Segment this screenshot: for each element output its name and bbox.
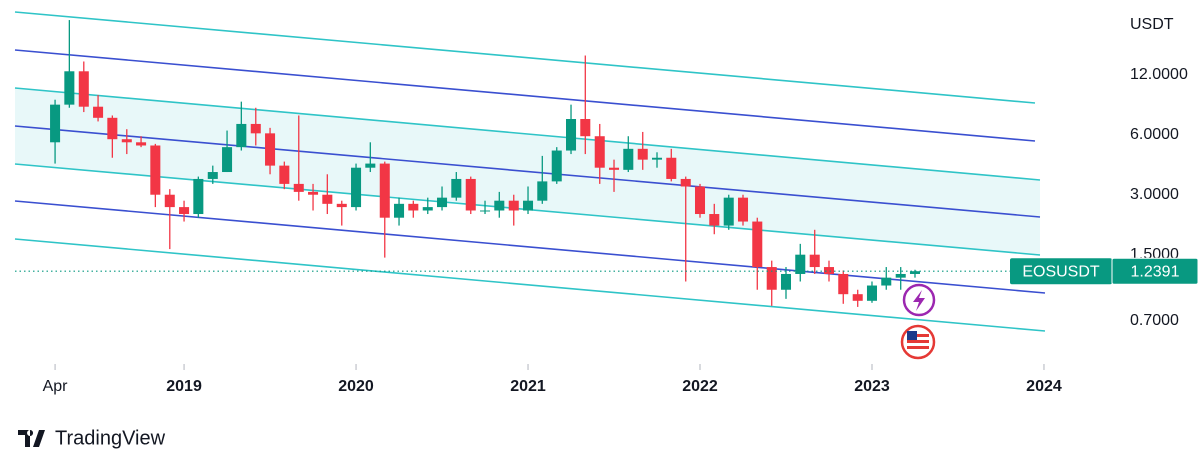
channel-line [14, 238, 1046, 332]
candle-body [608, 167, 620, 170]
candle-body [422, 207, 433, 211]
candle-body [351, 167, 362, 208]
candle-body [265, 133, 276, 166]
candle-body [709, 214, 720, 226]
candle-body [909, 271, 921, 274]
candle-body [336, 203, 347, 208]
candle-body [795, 254, 806, 274]
flag-stripe [907, 346, 929, 349]
channel-line [14, 200, 1046, 294]
candle-body [236, 123, 247, 148]
candle-body [451, 178, 462, 198]
candle-body [193, 178, 204, 215]
candle-body [222, 147, 233, 173]
x-tick-label: 2022 [682, 378, 718, 395]
flag-canton [907, 331, 917, 340]
candle-body [279, 165, 290, 184]
candle-body [179, 207, 190, 215]
y-tick-label: 6.0000 [1130, 126, 1179, 143]
candle-body [637, 148, 648, 160]
candle-body [308, 191, 319, 195]
price-text: 1.2391 [1131, 263, 1180, 280]
candle-body [580, 119, 591, 137]
symbol-text: EOSUSDT [1022, 263, 1100, 280]
channel-line [14, 87, 1041, 181]
candle-body [895, 273, 906, 278]
candle-body [494, 200, 505, 211]
candle-body [394, 203, 405, 218]
y-tick-label: 0.7000 [1130, 312, 1179, 329]
candle-body [752, 221, 763, 268]
candle-body [78, 71, 89, 107]
currency-label: USDT [1130, 16, 1174, 33]
candle-body [465, 178, 476, 211]
candle-body [723, 197, 734, 226]
candle-body [551, 150, 562, 182]
candle-body [293, 183, 304, 192]
candle-body [594, 136, 605, 168]
candle-body [881, 277, 892, 286]
candle-body [408, 203, 419, 211]
channel-line [14, 125, 1041, 218]
candle-body [207, 172, 218, 179]
candle-body [537, 181, 548, 201]
brand-logo [18, 430, 45, 447]
candle-body [107, 117, 118, 140]
candle-body [480, 210, 491, 212]
x-tick-label: 2023 [854, 378, 890, 395]
candle-body [680, 178, 691, 187]
flag-stripe [907, 340, 929, 343]
x-tick-label: 2021 [510, 378, 546, 395]
candle-body [651, 157, 663, 160]
y-tick-label: 12.0000 [1130, 66, 1188, 83]
x-tick-label: 2020 [338, 378, 374, 395]
x-tick-label: 2024 [1026, 378, 1062, 395]
x-tick-label: 2019 [166, 378, 202, 395]
candle-body [838, 273, 849, 295]
y-tick-label: 3.0000 [1130, 186, 1179, 203]
flag-stripe [907, 334, 929, 337]
x-tick-label: Apr [43, 378, 69, 395]
price-box [1111, 257, 1199, 285]
candle-body [93, 106, 104, 118]
candle-body [50, 104, 61, 143]
candle-body [852, 294, 863, 301]
channel-line [14, 49, 1036, 142]
candle-body [437, 197, 448, 208]
candle-body [136, 142, 147, 146]
candle-body [164, 194, 175, 208]
symbol-box [1010, 258, 1112, 285]
candle-body [322, 194, 333, 204]
candle-body [150, 145, 161, 195]
x-axis: Apr 2019 2020 2021 2022 2023 2024 [43, 364, 1062, 395]
candle-body [866, 285, 878, 301]
candle-body [508, 200, 519, 211]
brand: TradingView [18, 427, 166, 449]
lightning [913, 290, 925, 311]
candle-body [566, 119, 577, 151]
brand-name: TradingView [55, 427, 166, 449]
candle-body [737, 197, 749, 222]
candles [50, 20, 921, 307]
candle-body [365, 163, 376, 168]
candle-body [250, 123, 261, 134]
candle-body [379, 163, 390, 218]
event-icons [900, 283, 936, 360]
candle-body [694, 186, 706, 215]
candle-body [823, 267, 835, 274]
candle-body [64, 71, 75, 105]
candle-body [623, 148, 634, 170]
channel-line [14, 11, 1036, 104]
candle-body [780, 273, 792, 290]
candle-body [666, 157, 677, 179]
candle-body [121, 139, 132, 143]
candle-body [523, 200, 534, 211]
candle-body [809, 254, 820, 268]
price-label: EOSUSDT 1.2391 [1010, 257, 1199, 285]
candle-body [766, 267, 777, 290]
